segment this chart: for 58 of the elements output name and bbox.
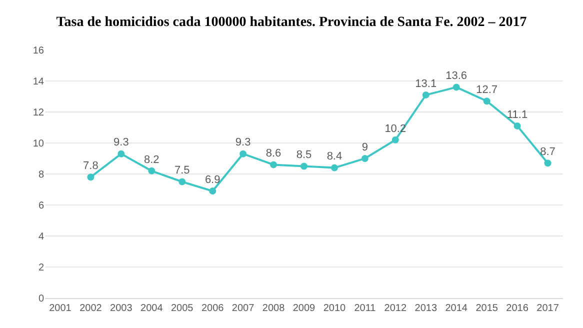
data-label: 7.8	[83, 160, 98, 172]
data-label: 9.3	[114, 136, 129, 149]
point	[178, 178, 186, 186]
data-label: 8.6	[266, 148, 282, 160]
point	[483, 98, 490, 105]
x-tick-label: 2010	[323, 303, 346, 314]
y-tick-label: 12	[32, 108, 44, 118]
point	[361, 155, 368, 162]
y-tick-label: 10	[32, 138, 44, 150]
x-tick-label: 2005	[170, 303, 194, 314]
x-tick-label: 2016	[506, 303, 529, 314]
point	[87, 174, 94, 181]
x-tick-label: 2001	[49, 303, 72, 314]
y-tick-label: 8	[38, 170, 44, 180]
point	[240, 150, 247, 158]
point	[118, 150, 125, 158]
x-tick-label: 2006	[201, 303, 224, 314]
x-tick-label: 2012	[384, 303, 407, 314]
data-label: 8.4	[326, 150, 342, 163]
y-tick-label: 4	[38, 232, 44, 242]
y-tick-label: 16	[32, 46, 44, 56]
x-tick-label: 2013	[414, 303, 438, 314]
x-tick-label: 2003	[110, 303, 133, 314]
data-label: 11.1	[506, 108, 528, 121]
x-tick-label: 2009	[292, 303, 316, 314]
data-label: 13.6	[446, 70, 468, 82]
x-tick-label: 2015	[476, 303, 498, 314]
point	[330, 164, 338, 172]
point	[514, 122, 521, 130]
point	[209, 188, 216, 195]
point	[270, 161, 278, 168]
y-tick-label: 2	[38, 262, 44, 274]
x-tick-label: 2004	[140, 303, 164, 314]
y-tick-label: 14	[32, 76, 44, 88]
point	[544, 160, 552, 167]
point	[452, 84, 460, 91]
point	[300, 162, 308, 170]
data-label: 7.5	[174, 164, 190, 177]
data-label: 9.3	[235, 136, 251, 149]
point	[422, 91, 430, 98]
x-tick-label: 2017	[536, 303, 560, 314]
data-label: 9	[362, 141, 368, 154]
data-label: 8.2	[144, 154, 160, 166]
x-tick-label: 2014	[445, 303, 468, 314]
point	[148, 167, 156, 174]
data-label: 8.5	[296, 149, 312, 162]
x-tick-label: 2011	[354, 303, 376, 314]
data-label: 6.9	[204, 174, 220, 186]
x-tick-label: 2002	[80, 303, 102, 314]
data-label: 13.1	[415, 78, 437, 90]
y-tick-label: 6	[38, 200, 44, 212]
data-label: 8.7	[540, 146, 556, 158]
x-tick-label: 2007	[232, 303, 255, 314]
chart-title: Tasa de homicidios cada 100000 habitantes. Provincia de Santa Fe. 2002 – 2017	[56, 15, 527, 30]
data-label: 12.7	[476, 84, 498, 96]
y-tick-label: 0	[38, 294, 44, 304]
x-tick-label: 2008	[262, 303, 286, 314]
point	[392, 136, 399, 144]
